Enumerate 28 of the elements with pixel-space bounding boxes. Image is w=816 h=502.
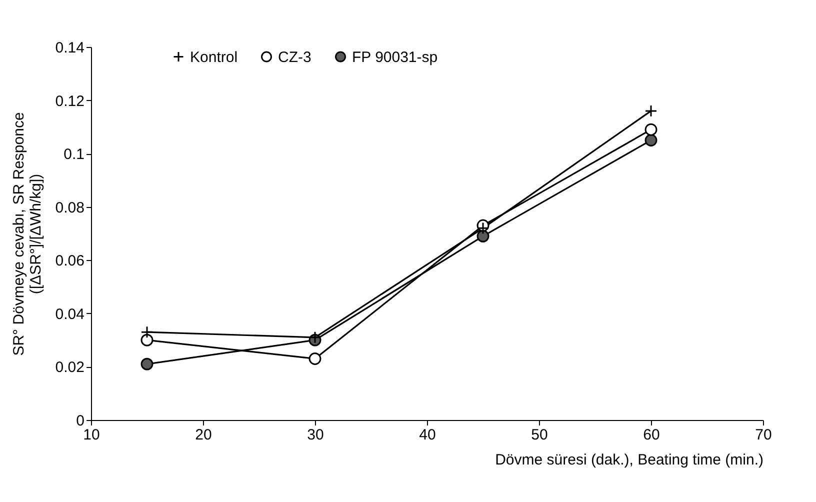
point [644, 123, 658, 136]
x-tick-label: 40 [419, 426, 436, 444]
y-tick-label: 0.14 [55, 40, 84, 56]
y-tick-label: 0.08 [55, 199, 84, 216]
x-tick-label: 20 [195, 426, 212, 444]
x-tick-label: 70 [755, 426, 772, 444]
x-tick-label: 10 [83, 426, 100, 444]
y-axis-title: SR° Dövmeye cevabı, SR Responce ([ΔSR°]/[ΔWh/kg]) [10, 112, 44, 356]
y-tick-label: 0 [76, 412, 84, 430]
legend-label: FP 90031-sp [352, 48, 438, 66]
y-tick-label: 0.02 [55, 359, 84, 376]
point [476, 230, 490, 242]
point [140, 358, 154, 370]
x-tick-label: 50 [531, 426, 548, 444]
legend-label: CZ-3 [278, 48, 312, 66]
x-tick-label: 30 [307, 426, 324, 444]
x-tick-label: 60 [643, 426, 660, 444]
y-tick-label: 0.12 [55, 92, 84, 110]
y-tick-label: 0.06 [55, 252, 84, 270]
point [476, 222, 490, 234]
x-axis-title: Dövme süresi (dak.), Beating time (min.) [495, 452, 764, 468]
point [308, 352, 322, 365]
point [644, 104, 658, 118]
y-tick-label: 0.1 [64, 146, 84, 164]
point [644, 134, 658, 146]
y-tick-label: 0.04 [55, 306, 84, 323]
legend-label: Kontrol [190, 48, 238, 66]
point [140, 334, 154, 346]
